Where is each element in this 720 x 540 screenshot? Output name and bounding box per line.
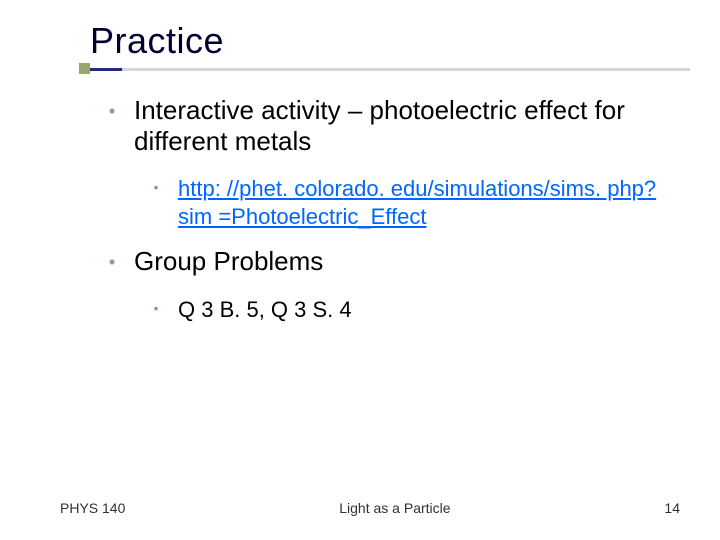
bullet-icon: • [134, 175, 178, 230]
slide-footer: PHYS 140 Light as a Particle 14 [0, 500, 720, 516]
content-area: • Interactive activity – photoelectric e… [90, 95, 680, 339]
bullet-text: Group Problems [134, 246, 323, 277]
slide-title: Practice [90, 20, 690, 66]
bullet-icon: • [90, 246, 134, 277]
bullet-level1: • Group Problems [90, 246, 680, 277]
bullet-text: Interactive activity – photoelectric eff… [134, 95, 680, 157]
bullet-text: http: //phet. colorado. edu/simulations/… [178, 175, 680, 230]
footer-page-number: 14 [664, 500, 680, 516]
footer-left: PHYS 140 [60, 500, 125, 516]
bullet-level1: • Interactive activity – photoelectric e… [90, 95, 680, 157]
phet-link[interactable]: http: //phet. colorado. edu/simulations/… [178, 176, 656, 229]
bullet-icon: • [134, 296, 178, 324]
bullet-icon: • [90, 95, 134, 157]
bullet-level2: • http: //phet. colorado. edu/simulation… [134, 175, 680, 230]
title-underline [90, 68, 690, 71]
bullet-text: Q 3 B. 5, Q 3 S. 4 [178, 296, 352, 324]
footer-center: Light as a Particle [125, 500, 664, 516]
bullet-level2: • Q 3 B. 5, Q 3 S. 4 [134, 296, 680, 324]
title-accent-square [79, 63, 90, 74]
